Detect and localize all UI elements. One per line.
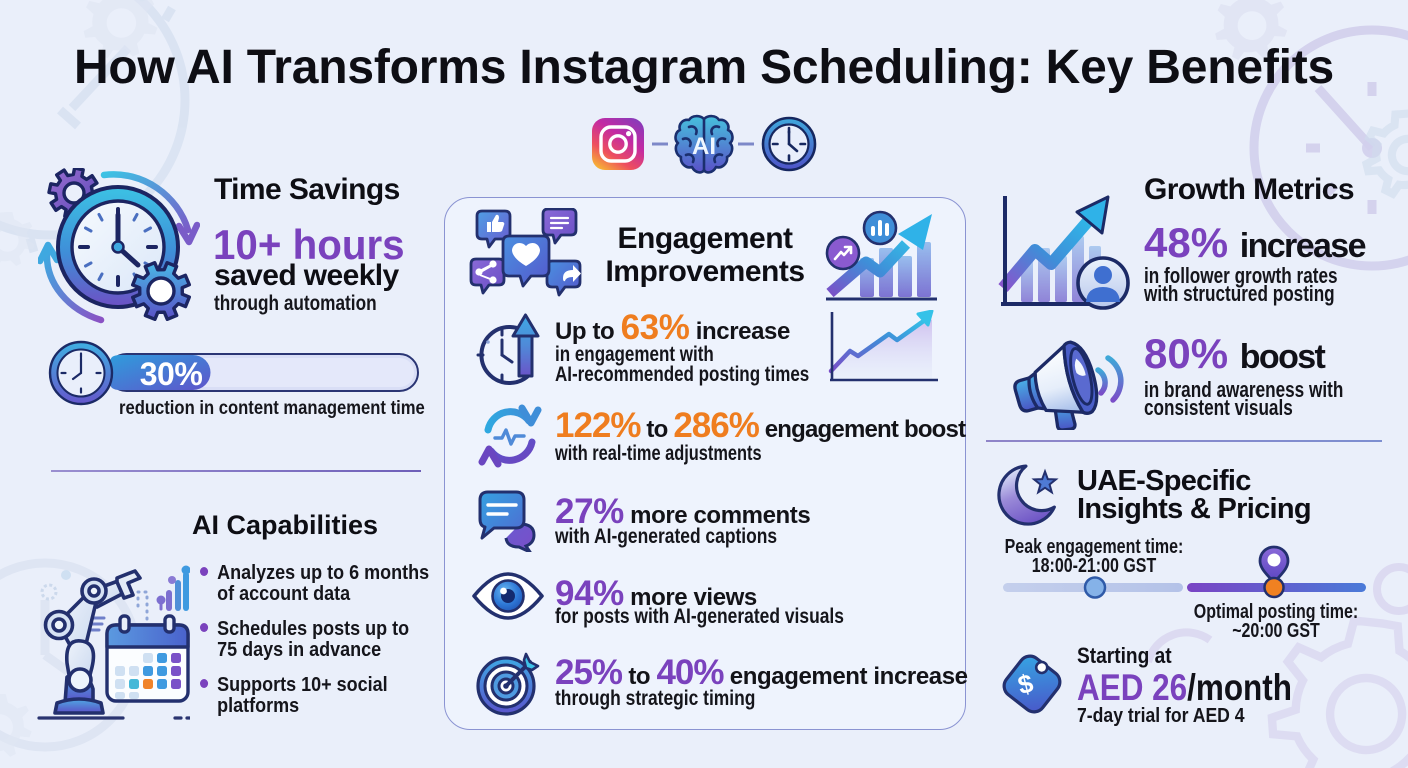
svg-text:30%: 30% [140, 356, 203, 392]
svg-text:AI: AI [692, 133, 716, 160]
